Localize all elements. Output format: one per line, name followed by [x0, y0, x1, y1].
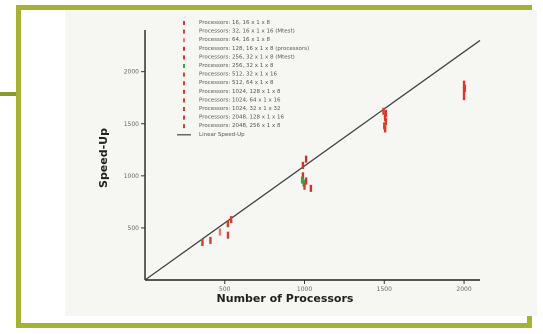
legend-entry: Processors: 256, 32 x 1 x 8 (Mtest) [199, 54, 295, 60]
legend-entry: Processors: 2048, 128 x 1 x 16 [199, 115, 284, 121]
legend-entry: Processors: 2048, 256 x 1 x 8 [199, 123, 281, 129]
legend-swatch [183, 98, 185, 103]
chart-axes [144, 30, 480, 281]
legend-swatch [183, 46, 185, 51]
data-point [226, 220, 230, 228]
legend-swatch [183, 64, 185, 68]
legend-swatch [183, 38, 185, 43]
linear-speedup-line-group [144, 39, 481, 281]
data-point [301, 161, 305, 169]
data-point [226, 231, 230, 239]
y-axis-label: Speed-Up [97, 128, 110, 188]
data-point [382, 107, 385, 115]
data-point [303, 182, 306, 190]
chart-legend: Processors: 16, 16 x 1 x 8 Processors: 32… [177, 20, 309, 138]
legend-swatch [183, 89, 185, 94]
legend-swatch [183, 107, 185, 111]
plot-panel: 500 1000 1500 2000 500 1000 1500 2000 Processor… [65, 10, 537, 316]
chart-ticks: 500 1000 1500 2000 500 1000 1500 2000 [124, 69, 472, 293]
x-axis-label: Number of Processors [217, 292, 354, 305]
data-point [462, 80, 466, 88]
legend-entry: Processors: 16, 16 x 1 x 8 [199, 20, 270, 26]
x-tick-label: 2000 [456, 286, 471, 293]
legend-swatch [183, 124, 185, 129]
x-tick-label: 1000 [297, 286, 312, 293]
legend-entry: Linear Speed-Up [199, 132, 245, 138]
legend-swatch [183, 29, 185, 34]
linear-speedup-line [144, 39, 481, 281]
legend-entry: Processors: 1024, 32 x 1 x 32 [199, 106, 280, 112]
data-point [300, 176, 304, 184]
legend-entry: Processors: 128, 16 x 1 x 8 (processors) [199, 46, 309, 52]
data-marks [201, 80, 467, 246]
legend-entry: Processors: 512, 32 x 1 x 16 [199, 72, 277, 78]
legend-entry: Processors: 1024, 128 x 1 x 8 [199, 89, 281, 95]
x-tick-label: 1500 [377, 286, 392, 293]
legend-entry: Processors: 512, 64 x 1 x 8 [199, 80, 274, 86]
data-point [301, 172, 305, 180]
data-point [463, 84, 467, 92]
data-point [383, 114, 387, 121]
y-tick-label: 500 [128, 225, 140, 232]
data-point [201, 239, 204, 246]
legend-swatch [183, 81, 185, 86]
data-point [209, 236, 212, 244]
legend-entry: Processors: 32, 16 x 1 x 16 (Mtest) [199, 29, 295, 35]
y-tick-label: 2000 [124, 69, 139, 76]
legend-swatch [183, 115, 185, 120]
legend-entry: Processors: 1024, 64 x 1 x 16 [199, 97, 281, 103]
legend-swatch [183, 72, 185, 77]
data-point [218, 228, 222, 236]
data-point [304, 155, 308, 163]
legend-swatch [183, 55, 185, 60]
legend-entry: Processors: 256, 32 x 1 x 8 [199, 63, 274, 69]
y-tick-label: 1000 [124, 173, 139, 180]
legend-swatch [183, 21, 185, 25]
data-point [304, 177, 308, 185]
data-point [384, 118, 388, 126]
data-point [383, 122, 386, 130]
data-point [462, 93, 466, 101]
speedup-chart: 500 1000 1500 2000 500 1000 1500 2000 Processor… [97, 20, 481, 305]
x-tick-label: 500 [219, 286, 231, 293]
data-point [309, 184, 313, 192]
legend-entry: Processors: 64, 16 x 1 x 8 [199, 37, 270, 43]
data-point [384, 109, 388, 117]
data-point [229, 216, 233, 224]
slide-frame: 500 1000 1500 2000 500 1000 1500 2000 Processor… [16, 5, 537, 328]
y-tick-label: 1500 [124, 121, 139, 128]
